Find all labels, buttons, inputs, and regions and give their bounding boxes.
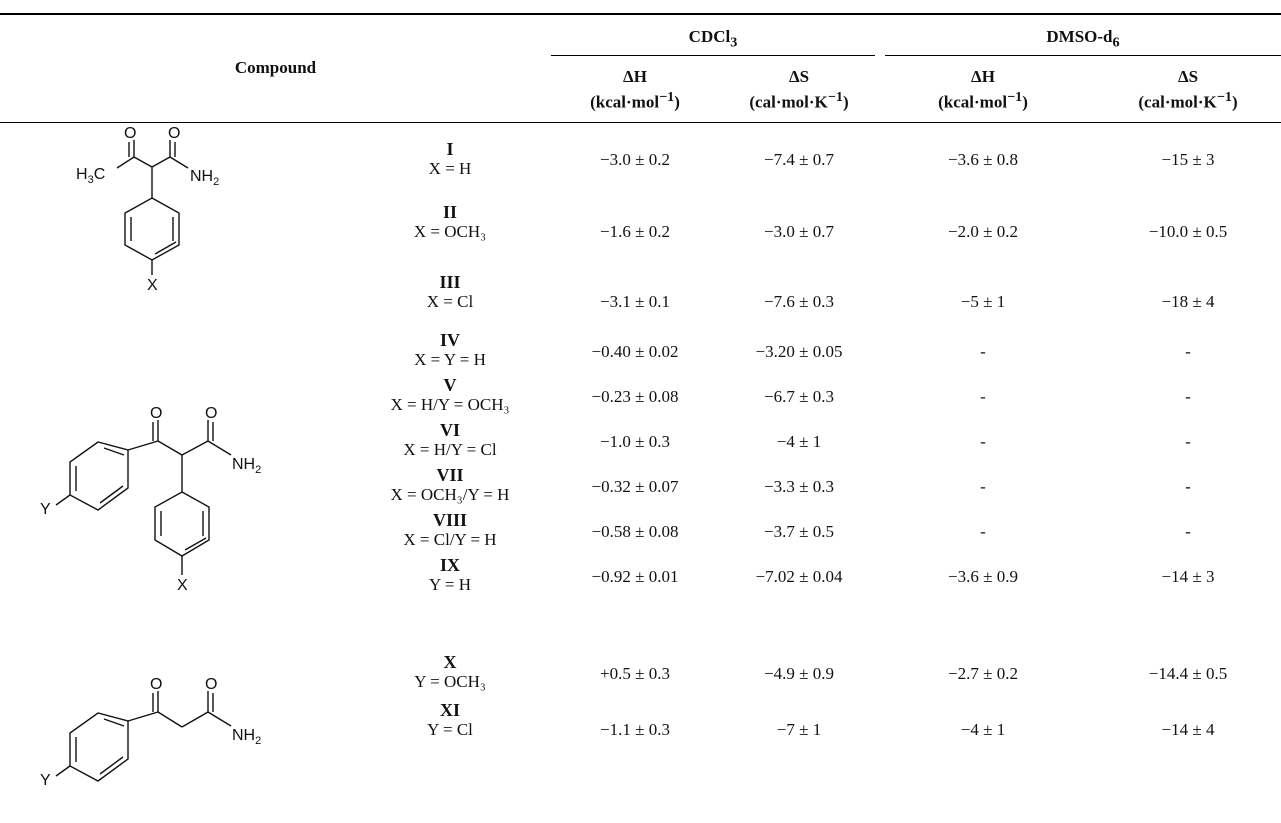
ds-dmso-value: - [1185, 387, 1191, 406]
dh-cdcl3-value: −0.32 ± 0.07 [591, 477, 679, 496]
header-cdcl3: CDCl3 [688, 27, 738, 51]
ds-dmso-value: - [1185, 522, 1191, 541]
compound-id: IX Y = H [428, 555, 471, 594]
s1-methyl: H3C [76, 166, 105, 186]
dh-cdcl3-value: −3.0 ± 0.2 [600, 150, 670, 169]
dh-dmso-value: −5 ± 1 [960, 292, 1006, 311]
dh-cdcl3-value: −1.1 ± 0.3 [600, 720, 670, 739]
ds-cdcl3-value: −3.3 ± 0.3 [764, 477, 834, 496]
compound-id: III X = Cl [426, 272, 474, 311]
structure-2 [55, 420, 232, 575]
s2-substituent-x: X [177, 577, 188, 594]
dh-cdcl3-value: −0.23 ± 0.08 [591, 387, 679, 406]
s2-oxygen-2: O [205, 405, 217, 422]
ds-dmso-value: −14.4 ± 0.5 [1148, 664, 1228, 683]
s2-substituent-y: Y [40, 501, 51, 518]
s3-oxygen-2: O [205, 676, 217, 693]
ds-cdcl3-value: −7.4 ± 0.7 [764, 150, 834, 169]
top-rule [0, 13, 1281, 15]
dh-dmso-value: - [980, 342, 986, 361]
ds-dmso-value: −18 ± 4 [1161, 292, 1215, 311]
s1-oxygen-1: O [124, 125, 136, 142]
s2-oxygen-1: O [150, 405, 162, 422]
header-dh-dmso: ΔH (kcal·mol−1) [938, 67, 1028, 112]
dh-cdcl3-value: −0.92 ± 0.01 [591, 567, 679, 586]
ds-cdcl3-value: −7.6 ± 0.3 [764, 292, 834, 311]
s1-oxygen-2: O [168, 125, 180, 142]
dh-cdcl3-value: +0.5 ± 0.3 [600, 664, 670, 683]
ds-cdcl3-value: −7 ± 1 [776, 720, 822, 739]
ds-dmso-value: - [1185, 432, 1191, 451]
structure-1 [116, 140, 189, 275]
ds-dmso-value: −14 ± 4 [1161, 720, 1215, 739]
compound-id: VI X = H/Y = Cl [403, 420, 497, 459]
dh-dmso-value: - [980, 477, 986, 496]
compound-id: VIII X = Cl/Y = H [403, 510, 497, 549]
header-ds-dmso: ΔS (cal·mol·K−1) [1138, 67, 1238, 112]
dh-cdcl3-value: −0.58 ± 0.08 [591, 522, 679, 541]
s1-amide: NH2 [190, 168, 219, 188]
cdcl3-rule [551, 55, 875, 56]
header-ds-cdcl3: ΔS (cal·mol·K−1) [749, 67, 849, 112]
dh-dmso-value: −3.6 ± 0.8 [948, 150, 1018, 169]
dmso-rule [885, 55, 1281, 56]
s3-amide: NH2 [232, 727, 261, 747]
compound-id: II X = OCH₃ [413, 202, 487, 241]
dh-cdcl3-value: −0.40 ± 0.02 [591, 342, 679, 361]
compound-id: VII X = OCH₃/Y = H [390, 465, 510, 504]
ds-cdcl3-value: −3.20 ± 0.05 [755, 342, 843, 361]
ds-dmso-value: −14 ± 3 [1161, 567, 1215, 586]
ds-cdcl3-value: −4 ± 1 [776, 432, 822, 451]
dh-dmso-value: - [980, 432, 986, 451]
compound-id: XI Y = Cl [427, 700, 473, 739]
structure-drawings: O O H3C NH2 X O O NH2 Y X O O NH2 Y [40, 125, 261, 789]
dh-dmso-value: - [980, 387, 986, 406]
dh-dmso-value: −4 ± 1 [960, 720, 1006, 739]
ds-cdcl3-value: −4.9 ± 0.9 [764, 664, 834, 683]
dh-cdcl3-value: −1.6 ± 0.2 [600, 222, 670, 241]
dh-cdcl3-value: −1.0 ± 0.3 [600, 432, 670, 451]
ds-dmso-value: −15 ± 3 [1161, 150, 1215, 169]
s2-amide: NH2 [232, 456, 261, 476]
header-dmso: DMSO-d6 [1046, 27, 1120, 51]
header-bottom-rule [0, 122, 1281, 123]
ds-cdcl3-value: −6.7 ± 0.3 [764, 387, 834, 406]
header-compound: Compound [234, 58, 317, 77]
dh-cdcl3-value: −3.1 ± 0.1 [600, 292, 670, 311]
dh-dmso-value: - [980, 522, 986, 541]
s1-substituent-x: X [147, 277, 158, 294]
ds-dmso-value: - [1185, 342, 1191, 361]
dh-dmso-value: −2.7 ± 0.2 [948, 664, 1018, 683]
ds-cdcl3-value: −3.7 ± 0.5 [764, 522, 834, 541]
ds-cdcl3-value: −7.02 ± 0.04 [755, 567, 843, 586]
dh-dmso-value: −3.6 ± 0.9 [948, 567, 1018, 586]
ds-dmso-value: - [1185, 477, 1191, 496]
ds-cdcl3-value: −3.0 ± 0.7 [764, 222, 834, 241]
s3-substituent-y: Y [40, 772, 51, 789]
dh-dmso-value: −2.0 ± 0.2 [948, 222, 1018, 241]
compound-id: IV X = Y = H [414, 330, 486, 369]
ds-dmso-value: −10.0 ± 0.5 [1148, 222, 1228, 241]
structure-3 [55, 691, 232, 782]
s3-oxygen-1: O [150, 676, 162, 693]
header-dh-cdcl3: ΔH (kcal·mol−1) [590, 67, 680, 112]
